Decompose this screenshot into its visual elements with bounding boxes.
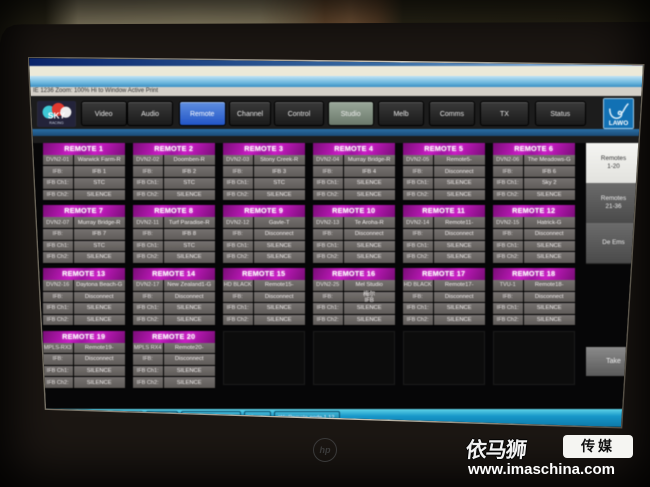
svg-text:RACING: RACING — [49, 121, 64, 125]
svg-text:LAWO: LAWO — [609, 120, 629, 127]
svg-text:SKY: SKY — [48, 111, 66, 121]
